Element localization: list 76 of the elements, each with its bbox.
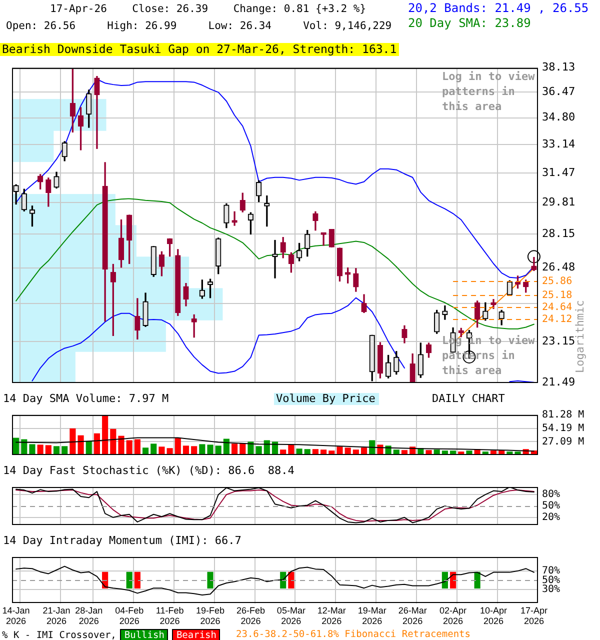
y-tick-label: 23.15 bbox=[542, 334, 576, 348]
text: 20 Day SMA: 23.89 bbox=[408, 16, 531, 30]
bar bbox=[102, 415, 108, 455]
bar bbox=[86, 441, 92, 455]
x-tick-label: 10-Apr 2026 bbox=[480, 605, 507, 626]
chart-title: 14 Day Fast Stochastic (%K) (%D): 86.6 88.4 bbox=[3, 464, 294, 477]
bar bbox=[182, 446, 190, 455]
text: Bearish Downside Tasuki Gap on 27-Mar-26, Strength: 163.1 bbox=[0, 42, 399, 56]
y-axis-title: Logarithmic bbox=[574, 299, 586, 375]
y-tick-label: 50% bbox=[542, 574, 560, 586]
text: 20,2 Bands: 21.49 , 26.55 bbox=[408, 1, 589, 15]
chart-title: 17-Apr-26 Close: 26.39 Change: 0.81 {+3.2 %} bbox=[50, 3, 366, 15]
y-tick-label: 28.15 bbox=[542, 227, 576, 240]
y-tick-label: 81.28 M bbox=[542, 410, 584, 421]
candlestick bbox=[232, 211, 238, 226]
y-tick-label: 31.47 bbox=[542, 166, 576, 179]
candlestick bbox=[94, 76, 100, 149]
bar bbox=[232, 444, 238, 455]
candlestick bbox=[272, 240, 278, 278]
annotation: Log in to view patterns in this area bbox=[442, 70, 536, 113]
y-tick-label: 26.48 bbox=[542, 260, 576, 274]
y-tick-label: 20% bbox=[542, 512, 560, 523]
x-tick-label: 26-Feb 2026 bbox=[236, 605, 265, 626]
bar bbox=[215, 446, 222, 455]
bar bbox=[70, 428, 76, 455]
bar bbox=[118, 436, 124, 455]
y-tick-label: 34.80 bbox=[542, 110, 576, 124]
text: Bearish bbox=[172, 629, 220, 640]
bar bbox=[207, 444, 214, 455]
y-tick-label: 54.19 M bbox=[542, 422, 584, 434]
bar bbox=[37, 444, 44, 455]
bar bbox=[126, 440, 132, 455]
x-tick-label: 04-Feb 2026 bbox=[115, 605, 144, 626]
bar bbox=[336, 446, 343, 455]
legend-title: % K - IMI Crossover, bbox=[2, 630, 116, 640]
candlestick bbox=[191, 314, 197, 338]
bar bbox=[248, 442, 254, 455]
text: Bullish bbox=[120, 629, 168, 640]
ref-line-label: 25.86 bbox=[542, 276, 572, 288]
text: DAILY CHART bbox=[431, 392, 506, 405]
y-tick-label: 33.14 bbox=[542, 137, 576, 150]
x-tick-label: 26-Mar 2026 bbox=[398, 605, 427, 626]
x-tick-label: 19-Mar 2026 bbox=[358, 605, 386, 626]
bar bbox=[199, 444, 206, 455]
x-tick-label: 17-Apr 2026 bbox=[520, 605, 548, 626]
x-tick-label: 21-Jan 2026 bbox=[42, 605, 70, 626]
ref-line-label: 25.18 bbox=[542, 290, 572, 302]
bar bbox=[134, 439, 140, 455]
bar bbox=[45, 445, 52, 455]
text: Volume By Price bbox=[274, 392, 380, 405]
y-tick-label: 27.09 M bbox=[542, 436, 584, 448]
y-tick-label: 70% bbox=[542, 566, 560, 577]
x-tick-label: 14-Jan 2026 bbox=[2, 605, 30, 626]
chart-title: 14 Day Intraday Momentum (IMI): 66.7 bbox=[3, 534, 242, 547]
ref-line-label: 24.12 bbox=[542, 314, 572, 326]
y-tick-label: 50% bbox=[542, 500, 560, 512]
bar bbox=[29, 444, 36, 455]
y-tick-label: 36.47 bbox=[542, 84, 576, 98]
x-tick-label: 11-Feb 2026 bbox=[156, 605, 184, 626]
bar bbox=[296, 448, 302, 455]
y-tick-label: 29.81 bbox=[542, 196, 576, 209]
x-tick-label: 02-Apr 2026 bbox=[440, 605, 467, 626]
x-tick-label: 12-Mar 2026 bbox=[317, 605, 346, 626]
bar bbox=[110, 428, 116, 455]
y-tick-label: 21.49 bbox=[542, 375, 576, 388]
bar bbox=[150, 444, 157, 455]
y-tick-label: 38.13 bbox=[542, 60, 576, 74]
text: 23.6-38.2-50-61.8% Fibonacci Retracements bbox=[236, 629, 470, 640]
x-tick-label: 19-Feb 2026 bbox=[196, 605, 225, 626]
y-tick-label: 80% bbox=[542, 489, 560, 500]
chart-subtitle: Open: 26.56 High: 26.99 Low: 26.34 Vol: 9,146,229 bbox=[6, 20, 392, 32]
y-tick-label: 30% bbox=[542, 584, 560, 596]
ref-line-label: 24.64 bbox=[542, 302, 572, 314]
chart-title: 14 Day SMA Volume: 7.97 M bbox=[3, 392, 169, 405]
x-tick-label: 05-Mar 2026 bbox=[276, 605, 306, 626]
x-tick-label: 28-Jan 2026 bbox=[75, 605, 103, 626]
